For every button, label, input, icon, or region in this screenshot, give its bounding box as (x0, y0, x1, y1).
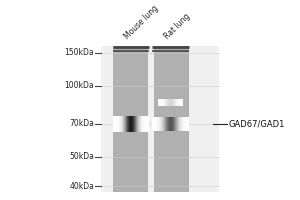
Text: GAD67/GAD1: GAD67/GAD1 (228, 119, 284, 128)
Text: Rat lung: Rat lung (163, 11, 192, 41)
Text: 50kDa: 50kDa (69, 152, 94, 161)
Bar (148, 46, 154, 192)
Text: Mouse lung: Mouse lung (123, 3, 160, 41)
Text: 150kDa: 150kDa (64, 48, 94, 57)
Text: 100kDa: 100kDa (64, 81, 94, 90)
Text: 40kDa: 40kDa (69, 182, 94, 191)
Bar (152, 46, 189, 192)
Text: 70kDa: 70kDa (69, 119, 94, 128)
Bar (101, 46, 219, 192)
Bar (112, 46, 149, 192)
